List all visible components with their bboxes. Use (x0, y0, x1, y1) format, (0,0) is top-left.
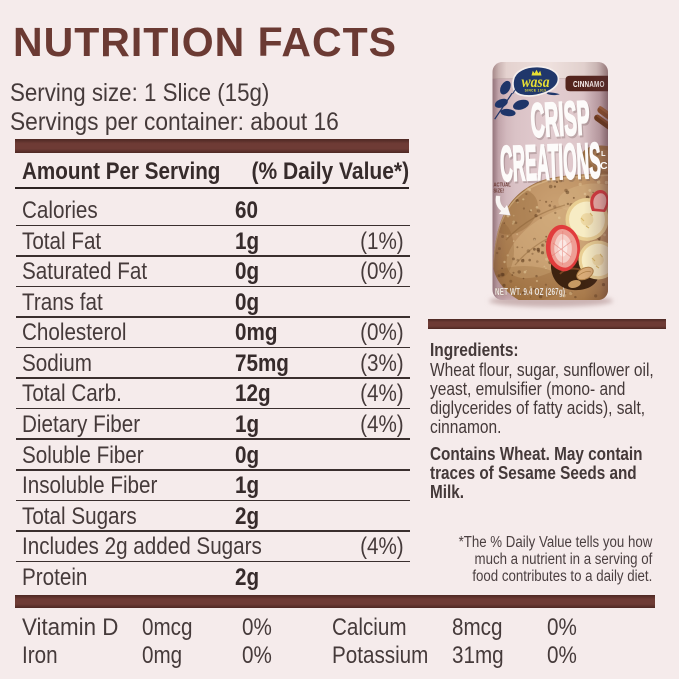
svg-text:CRISP: CRISP (531, 93, 593, 150)
svg-text:L: L (601, 149, 606, 158)
svg-text:SINCE 1919: SINCE 1919 (525, 88, 547, 92)
svg-text:C: C (600, 160, 608, 172)
svg-text:SIZE!: SIZE! (494, 188, 505, 195)
svg-text:CREATIONS: CREATIONS (499, 132, 601, 192)
svg-text:CRISP: CRISP (529, 91, 591, 148)
svg-text:NET WT. 9.4 OZ (267g): NET WT. 9.4 OZ (267g) (495, 285, 565, 297)
svg-text:CREATIONS: CREATIONS (500, 134, 602, 194)
svg-text:wasa: wasa (521, 74, 549, 91)
svg-text:ACTUAL: ACTUAL (494, 182, 511, 189)
